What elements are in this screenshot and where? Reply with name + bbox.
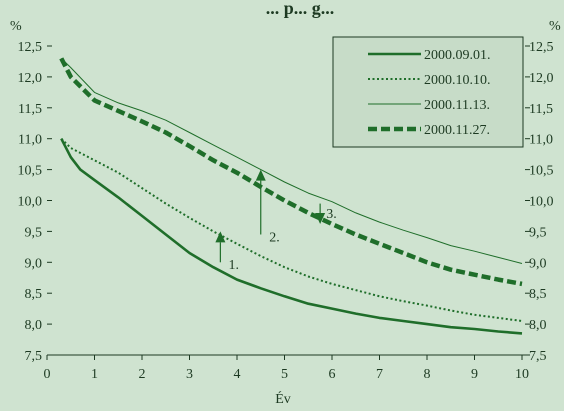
annotation-arrowhead xyxy=(255,169,266,181)
legend-entry-label: 2000.11.13. xyxy=(424,98,490,113)
annotations: 1. 2. 3. xyxy=(215,169,337,273)
y-tick-label-right: 7,5 xyxy=(529,349,547,364)
x-axis-label: Év xyxy=(275,390,291,406)
y-tick-label-left: 9,5 xyxy=(25,225,43,240)
y-tick-label-left: 12,5 xyxy=(18,40,43,55)
series-line-1 xyxy=(60,138,523,335)
y-tick-label-left: 8,5 xyxy=(25,287,43,302)
y-tick-label-left: 12,0 xyxy=(18,71,43,86)
y-tick-label-right: 12,5 xyxy=(529,40,554,55)
x-tick-label: 5 xyxy=(281,367,288,382)
x-tick-label: 7 xyxy=(376,367,383,382)
y-tick-label-left: 11,5 xyxy=(18,102,42,117)
annotation-label: 1. xyxy=(228,258,239,273)
annotation-label: 3. xyxy=(326,207,337,222)
legend-box xyxy=(332,36,524,148)
y-tick-label-right: 8,0 xyxy=(529,318,547,333)
chart-title: ... p... g... xyxy=(266,0,335,18)
axes: 0 1 2 3 4 5 6 7 8 9 107,5 7,58,0 8,08,5 8,59,0 9,09,5 9… xyxy=(18,40,554,382)
y-tick-label-left: 9,0 xyxy=(25,256,43,271)
x-tick-label: 2 xyxy=(139,367,146,382)
x-tick-label: 9 xyxy=(471,367,478,382)
y-tick-label-right: 9,0 xyxy=(529,256,547,271)
x-tick-label: 0 xyxy=(44,367,51,382)
annotation-arrowhead xyxy=(215,231,226,243)
x-tick-label: 10 xyxy=(515,367,529,382)
y-tick-label-right: 11,5 xyxy=(529,102,553,117)
x-tick-label: 3 xyxy=(186,367,193,382)
y-axis-unit-right: % xyxy=(549,19,561,34)
y-tick-label-left: 10,0 xyxy=(18,195,43,210)
series-line-2 xyxy=(60,137,523,322)
y-tick-label-right: 12,0 xyxy=(529,71,554,86)
y-tick-label-right: 9,5 xyxy=(529,225,547,240)
legend-entry-label: 2000.11.27. xyxy=(424,123,490,138)
annotation-label: 2. xyxy=(269,230,280,245)
x-tick-label: 1 xyxy=(91,367,98,382)
x-tick-label: 8 xyxy=(424,367,431,382)
y-tick-label-right: 10,5 xyxy=(529,164,554,179)
y-tick-label-left: 7,5 xyxy=(25,349,43,364)
legend-entry-label: 2000.09.01. xyxy=(424,48,491,63)
y-tick-label-left: 8,0 xyxy=(25,318,43,333)
y-tick-label-left: 10,5 xyxy=(18,164,43,179)
series-line-3 xyxy=(60,58,523,264)
series-lines xyxy=(59,57,523,335)
legend-entry-label: 2000.10.10. xyxy=(424,73,491,88)
y-tick-label-right: 11,0 xyxy=(529,133,553,148)
x-tick-label: 4 xyxy=(234,367,241,382)
y-axis-unit-left: % xyxy=(10,19,22,34)
y-tick-label-right: 10,0 xyxy=(529,195,554,210)
y-tick-label-left: 11,0 xyxy=(18,133,42,148)
annotation-arrowhead xyxy=(315,212,326,224)
x-tick-label: 6 xyxy=(329,367,336,382)
legend: 2000.09.01. 2000.10.10. 2000.11.13. 2000.11… xyxy=(332,36,524,148)
y-tick-label-right: 8,5 xyxy=(529,287,547,302)
